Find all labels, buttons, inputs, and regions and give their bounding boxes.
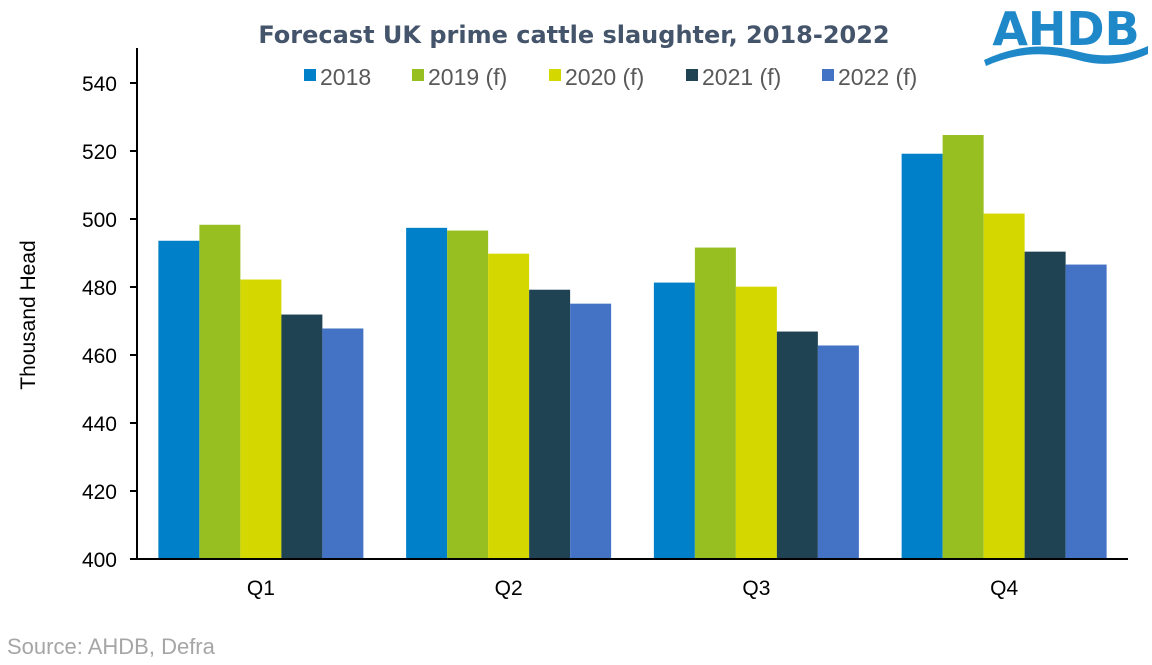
y-tick-label: 420 (82, 481, 117, 504)
bar-q2-2020 (488, 253, 530, 559)
legend: 2018 2019 (f) 2020 (f) 2021 (f) 2022 (f) (304, 64, 917, 90)
bar-q1-2021 (281, 314, 323, 559)
chart-title: Forecast UK prime cattle slaughter, 2018… (258, 21, 889, 49)
legend-swatch (412, 69, 424, 81)
x-axis: Q1 Q2 Q3 Q4 (247, 577, 1019, 600)
legend-item-label: 2018 (320, 64, 371, 90)
bar-q1-2022 (322, 328, 364, 559)
bar-q2-2018 (406, 227, 448, 559)
bar-q2-2019 (447, 230, 489, 559)
bar-q4-2018 (901, 153, 943, 559)
source-note: Source: AHDB, Defra (7, 634, 216, 659)
legend-item-label: 2020 (f) (565, 64, 644, 90)
x-tick-label: Q3 (742, 577, 770, 600)
legend-item-label: 2022 (f) (838, 64, 917, 90)
legend-item-label: 2021 (f) (702, 64, 781, 90)
y-axis-label: Thousand Head (17, 240, 40, 389)
ahdb-logo: AHDB (984, 2, 1148, 66)
logo-wave-icon (984, 46, 1148, 66)
bar-q4-2020 (983, 213, 1025, 559)
legend-swatch (549, 69, 561, 81)
bar-q2-2021 (529, 289, 571, 559)
bar-q2-2022 (570, 303, 612, 559)
bar-q4-2019 (942, 135, 984, 559)
y-tick-label: 480 (82, 277, 117, 300)
bar-q3-2018 (653, 282, 695, 559)
bar-q3-2021 (776, 331, 818, 559)
x-tick-label: Q4 (990, 577, 1018, 600)
bars (158, 135, 1107, 559)
y-tick-label: 440 (82, 413, 117, 436)
y-tick-label: 500 (82, 209, 117, 232)
bar-q4-2022 (1065, 264, 1107, 559)
legend-item-label: 2019 (f) (428, 64, 507, 90)
bar-q4-2021 (1024, 251, 1066, 559)
legend-swatch (304, 69, 316, 81)
y-axis: 400 420 440 460 480 500 520 540 (82, 73, 137, 572)
bar-q1-2018 (158, 240, 200, 559)
bar-q1-2019 (199, 224, 241, 559)
legend-swatch (822, 69, 834, 81)
y-tick-label: 540 (82, 73, 117, 96)
bar-q3-2022 (817, 345, 859, 559)
bar-q3-2019 (694, 247, 736, 559)
bar-q3-2020 (735, 286, 777, 559)
y-tick-label: 460 (82, 345, 117, 368)
x-tick-label: Q2 (495, 577, 523, 600)
x-tick-label: Q1 (247, 577, 275, 600)
logo-text: AHDB (992, 2, 1139, 56)
y-tick-label: 520 (82, 141, 117, 164)
bar-q1-2020 (240, 279, 282, 559)
legend-swatch (686, 69, 698, 81)
y-tick-label: 400 (82, 549, 117, 572)
